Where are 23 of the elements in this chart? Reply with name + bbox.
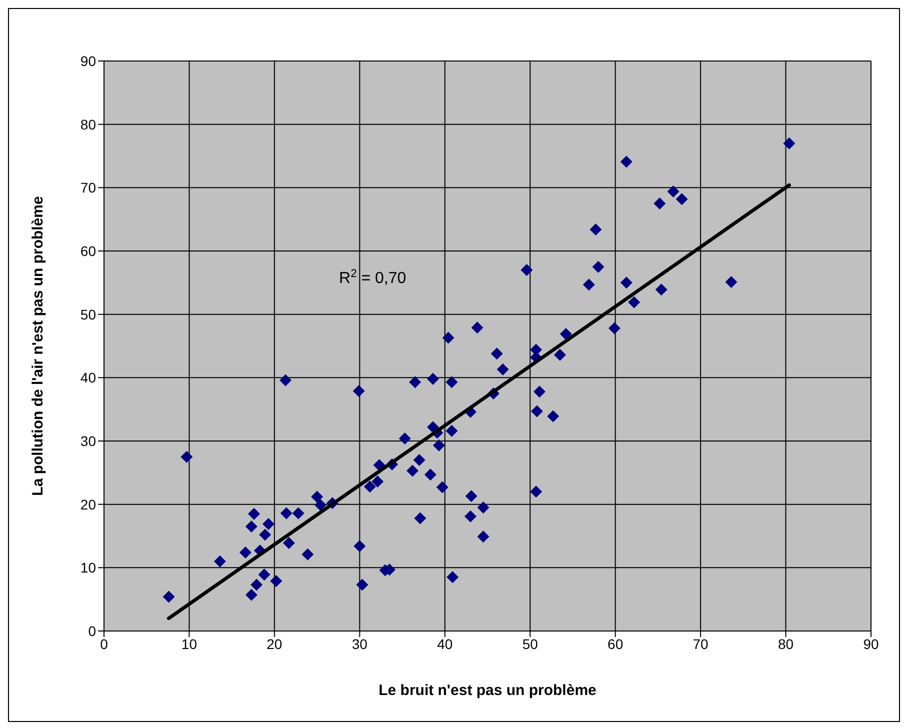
y-tick-label: 40: [80, 370, 96, 386]
y-tick-label: 70: [80, 180, 96, 196]
x-axis-title: Le bruit n'est pas un problème: [378, 682, 596, 699]
y-axis-title: La pollution de l'air n'est pas un problème: [29, 196, 46, 496]
y-tick-label: 10: [80, 560, 96, 576]
x-tick-label: 50: [522, 636, 538, 652]
y-tick-label: 80: [80, 116, 96, 132]
x-tick-label: 80: [778, 636, 794, 652]
y-tick-label: 50: [80, 306, 96, 322]
x-tick-label: 60: [608, 636, 624, 652]
x-tick-label: 0: [100, 636, 108, 652]
x-tick-label: 90: [863, 636, 879, 652]
y-tick-label: 20: [80, 496, 96, 512]
y-tick-label: 30: [80, 432, 96, 449]
y-tick-label: 0: [88, 622, 96, 639]
x-tick-label: 30: [352, 636, 368, 652]
y-tick-label: 90: [80, 52, 96, 69]
y-tick-label: 60: [80, 242, 96, 259]
x-tick-label: 70: [692, 636, 709, 652]
annotation: R$^{2}$ = 0,70: [339, 268, 406, 287]
x-tick-label: 40: [437, 636, 453, 652]
x-tick-label: 20: [266, 636, 282, 652]
x-tick-label: 10: [181, 636, 198, 652]
